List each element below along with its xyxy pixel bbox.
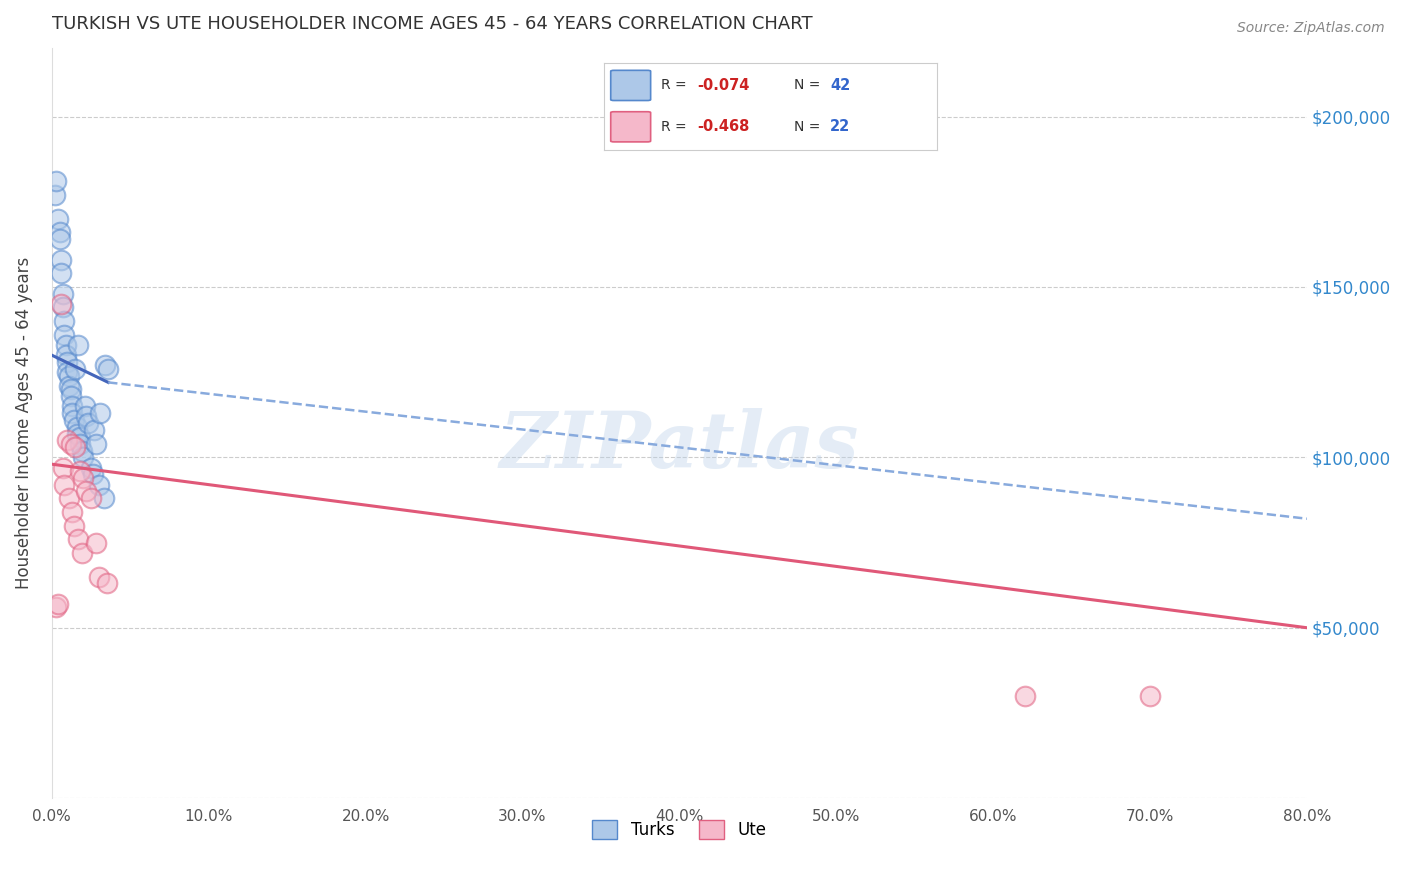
Point: [70, 546, 93, 560]
Point: [75, 409, 97, 424]
Point: [93, 491, 115, 506]
Point: [80, 491, 103, 506]
Point: [65, 361, 87, 376]
Point: [51, 297, 73, 311]
Point: [52, 460, 75, 475]
Point: [84, 436, 107, 450]
Point: [59, 389, 82, 403]
Point: [97, 361, 120, 376]
Point: [69, 430, 91, 444]
Point: [87, 477, 110, 491]
Point: [60, 505, 83, 519]
Point: [84, 535, 107, 549]
Point: [70, 443, 93, 458]
Point: [60, 399, 83, 413]
Point: [67, 532, 90, 546]
Point: [67, 338, 90, 352]
Point: [72, 450, 94, 465]
Point: [58, 379, 80, 393]
Point: [53, 477, 76, 491]
Point: [60, 406, 83, 420]
Point: [55, 348, 77, 362]
Point: [59, 436, 82, 450]
Point: [72, 471, 94, 485]
Y-axis label: Householder Income Ages 45 - 64 years: Householder Income Ages 45 - 64 years: [15, 257, 32, 590]
Point: [76, 417, 98, 431]
Point: [62, 413, 84, 427]
Point: [59, 382, 82, 396]
Point: [44, 188, 66, 202]
Point: [48, 232, 70, 246]
Point: [1014, 689, 1036, 703]
Point: [82, 467, 104, 482]
Point: [96, 576, 118, 591]
Point: [94, 359, 117, 373]
Point: [58, 491, 80, 506]
Text: Source: ZipAtlas.com: Source: ZipAtlas.com: [1237, 21, 1385, 35]
Point: [46, 211, 69, 226]
Point: [89, 406, 111, 420]
Point: [58, 368, 80, 383]
Point: [48, 226, 70, 240]
Point: [69, 436, 91, 450]
Point: [45, 600, 67, 615]
Point: [62, 518, 84, 533]
Point: [56, 434, 79, 448]
Point: [51, 266, 73, 280]
Point: [80, 460, 103, 475]
Point: [66, 419, 89, 434]
Point: [65, 440, 87, 454]
Text: TURKISH VS UTE HOUSEHOLDER INCOME AGES 45 - 64 YEARS CORRELATION CHART: TURKISH VS UTE HOUSEHOLDER INCOME AGES 4…: [52, 15, 813, 33]
Point: [87, 569, 110, 583]
Legend: Turks, Ute: Turks, Ute: [585, 814, 773, 846]
Point: [56, 355, 79, 369]
Point: [51, 252, 73, 267]
Point: [53, 314, 76, 328]
Point: [45, 174, 67, 188]
Point: [46, 597, 69, 611]
Point: [83, 423, 105, 437]
Point: [66, 426, 89, 441]
Point: [75, 484, 97, 499]
Point: [53, 327, 76, 342]
Point: [69, 464, 91, 478]
Point: [52, 286, 75, 301]
Point: [73, 399, 96, 413]
Point: [55, 338, 77, 352]
Point: [1139, 689, 1161, 703]
Point: [56, 365, 79, 379]
Point: [52, 301, 75, 315]
Text: ZIPatlas: ZIPatlas: [499, 408, 859, 484]
